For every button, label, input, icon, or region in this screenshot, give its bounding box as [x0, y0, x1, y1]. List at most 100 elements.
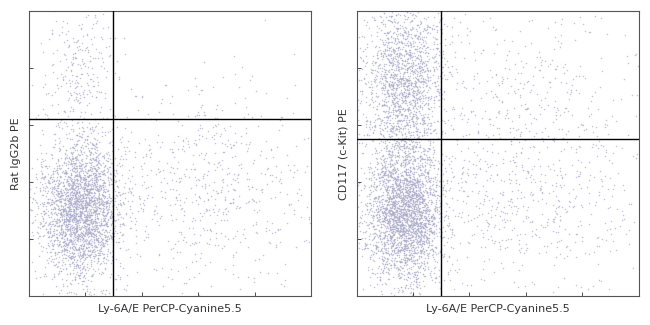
Point	[447, 154, 457, 159]
Point	[53, 194, 64, 199]
Point	[415, 66, 425, 71]
Point	[67, 241, 77, 247]
Point	[406, 255, 417, 260]
Point	[415, 241, 425, 247]
Point	[423, 29, 434, 34]
Point	[491, 27, 502, 32]
Point	[426, 247, 437, 252]
Point	[403, 108, 413, 113]
Point	[390, 136, 400, 141]
Point	[54, 162, 64, 167]
Point	[152, 218, 162, 224]
Point	[118, 286, 129, 291]
Point	[101, 211, 112, 216]
Point	[61, 57, 72, 62]
Point	[422, 72, 432, 77]
Point	[58, 237, 69, 242]
Point	[414, 209, 424, 214]
Point	[365, 160, 375, 165]
Point	[473, 121, 483, 126]
Point	[415, 129, 426, 134]
Point	[414, 61, 424, 66]
Point	[91, 178, 101, 184]
Point	[71, 73, 81, 78]
Point	[379, 114, 389, 119]
Point	[64, 136, 75, 141]
Point	[95, 208, 105, 213]
Point	[399, 226, 410, 231]
Point	[408, 224, 418, 229]
Point	[74, 130, 85, 136]
Point	[402, 120, 413, 125]
Point	[409, 84, 419, 90]
Point	[384, 39, 395, 44]
Point	[396, 97, 407, 102]
Point	[183, 87, 194, 92]
Point	[584, 190, 594, 196]
Point	[60, 148, 71, 153]
Point	[96, 186, 107, 191]
Point	[178, 143, 188, 149]
Point	[369, 227, 379, 232]
Point	[380, 176, 391, 182]
Point	[548, 162, 558, 167]
Point	[63, 77, 73, 82]
Point	[382, 192, 392, 198]
Point	[56, 117, 66, 123]
Point	[392, 54, 402, 59]
Point	[410, 190, 420, 195]
Point	[398, 202, 408, 207]
Point	[386, 82, 396, 87]
Point	[376, 266, 386, 271]
Point	[380, 48, 391, 53]
Point	[411, 68, 421, 73]
Point	[402, 83, 412, 88]
Point	[384, 94, 394, 99]
Point	[403, 107, 413, 112]
Point	[424, 138, 435, 144]
Point	[408, 72, 419, 77]
Point	[81, 133, 92, 138]
Point	[226, 201, 236, 206]
Point	[267, 231, 278, 236]
Point	[80, 192, 90, 197]
Point	[574, 173, 584, 178]
Point	[75, 186, 86, 191]
Point	[395, 108, 406, 113]
Point	[408, 38, 418, 44]
Point	[51, 211, 61, 216]
Point	[45, 186, 55, 191]
Point	[390, 217, 400, 223]
Point	[412, 66, 423, 71]
Point	[384, 68, 395, 73]
Point	[94, 271, 104, 276]
Point	[378, 17, 388, 22]
Point	[386, 222, 396, 227]
Point	[370, 111, 381, 117]
Point	[388, 227, 398, 232]
Point	[408, 221, 419, 226]
Point	[526, 280, 537, 285]
Point	[107, 148, 117, 153]
Point	[380, 91, 391, 96]
Point	[372, 50, 382, 56]
Point	[540, 180, 551, 185]
Point	[380, 102, 391, 107]
Point	[81, 208, 91, 214]
Point	[381, 182, 391, 188]
Point	[72, 224, 83, 229]
Point	[58, 196, 68, 201]
Point	[359, 63, 370, 69]
Point	[392, 81, 402, 86]
Point	[439, 36, 450, 42]
Point	[415, 179, 425, 184]
Point	[426, 214, 436, 220]
Point	[411, 279, 421, 284]
Point	[78, 265, 88, 270]
Point	[27, 199, 37, 204]
Point	[114, 161, 124, 166]
Point	[111, 204, 121, 209]
Point	[408, 84, 419, 89]
Point	[374, 255, 385, 261]
Point	[223, 236, 233, 241]
